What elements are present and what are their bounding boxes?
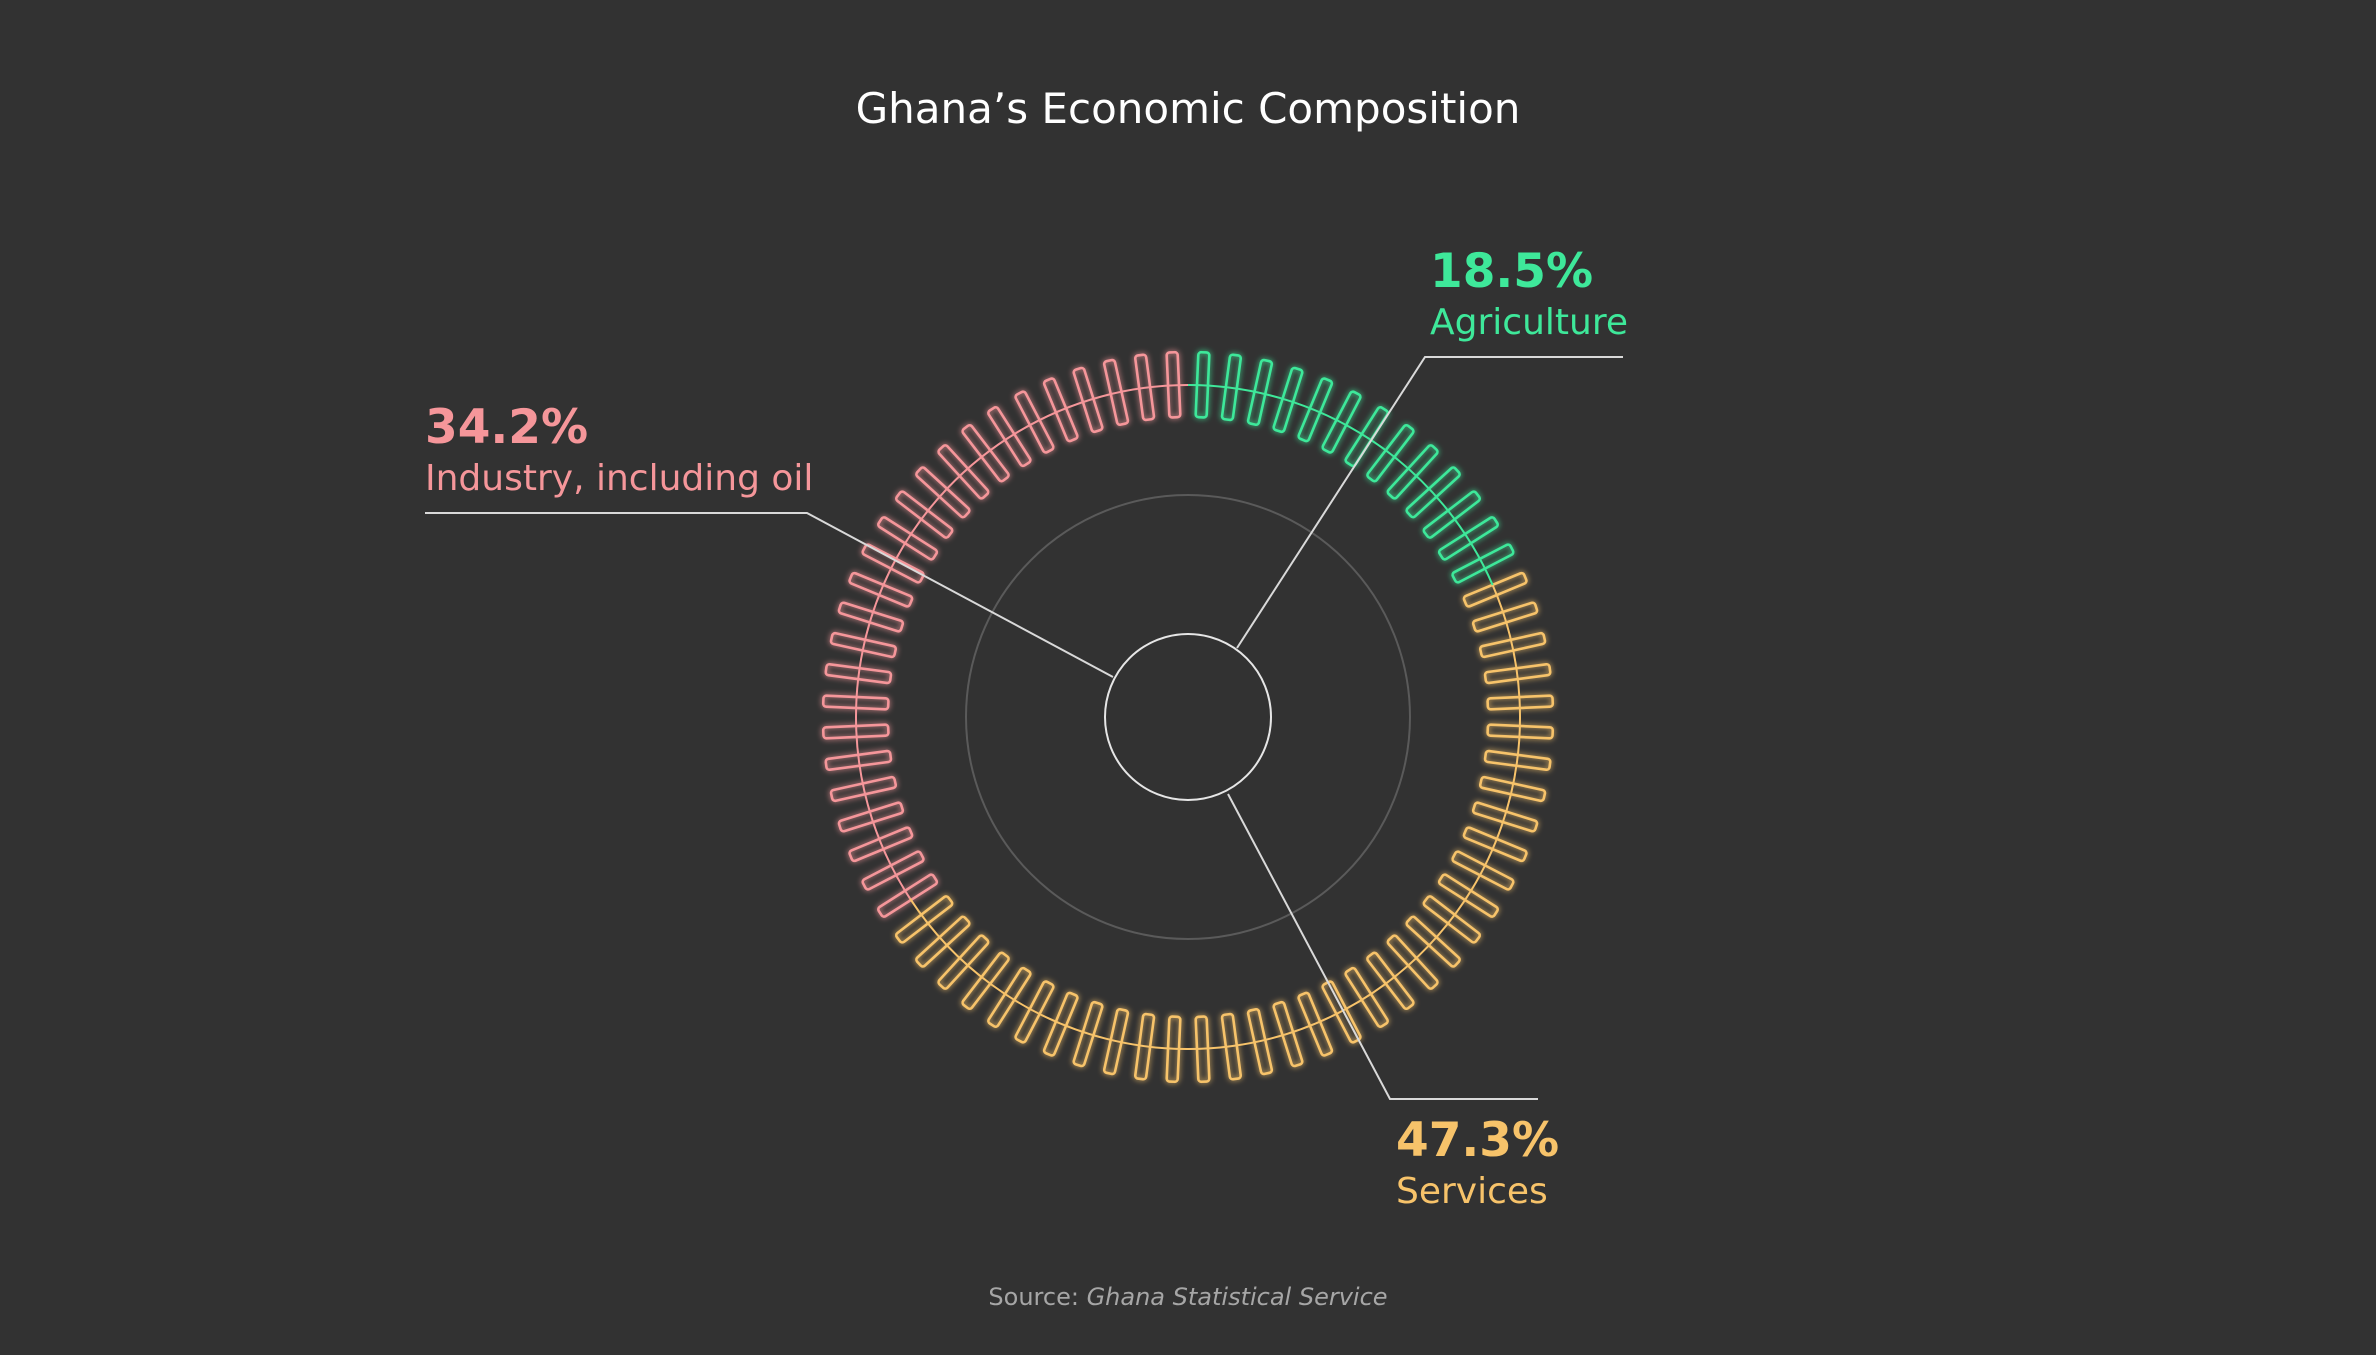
- chart-title: Ghana’s Economic Composition: [856, 84, 1521, 133]
- industry-percent-label: 34.2%: [425, 400, 588, 455]
- center-circle: [1104, 633, 1272, 801]
- agriculture-percent-label: 18.5%: [1430, 244, 1593, 299]
- source-note: Source: Ghana Statistical Service: [988, 1283, 1387, 1311]
- agriculture-arc: [1187, 384, 1494, 586]
- services-percent-label: 47.3%: [1396, 1113, 1559, 1168]
- agriculture-leader-line: [1236, 356, 1623, 649]
- services-leader-line: [1227, 793, 1538, 1100]
- source-prefix: Source:: [988, 1283, 1079, 1311]
- inner-guide-ring: [965, 494, 1411, 940]
- segment-arcs: [855, 384, 1521, 1050]
- services-category-label: Services: [1396, 1171, 1548, 1212]
- industry-category-label: Industry, including oil: [425, 458, 813, 499]
- agriculture-category-label: Agriculture: [1430, 302, 1628, 343]
- tick-ring: [821, 350, 1555, 1084]
- industry-leader-line: [425, 512, 1114, 678]
- source-name: Ghana Statistical Service: [1087, 1283, 1388, 1311]
- services-arc: [909, 584, 1521, 1050]
- industry-including-oil-arc: [855, 384, 1189, 899]
